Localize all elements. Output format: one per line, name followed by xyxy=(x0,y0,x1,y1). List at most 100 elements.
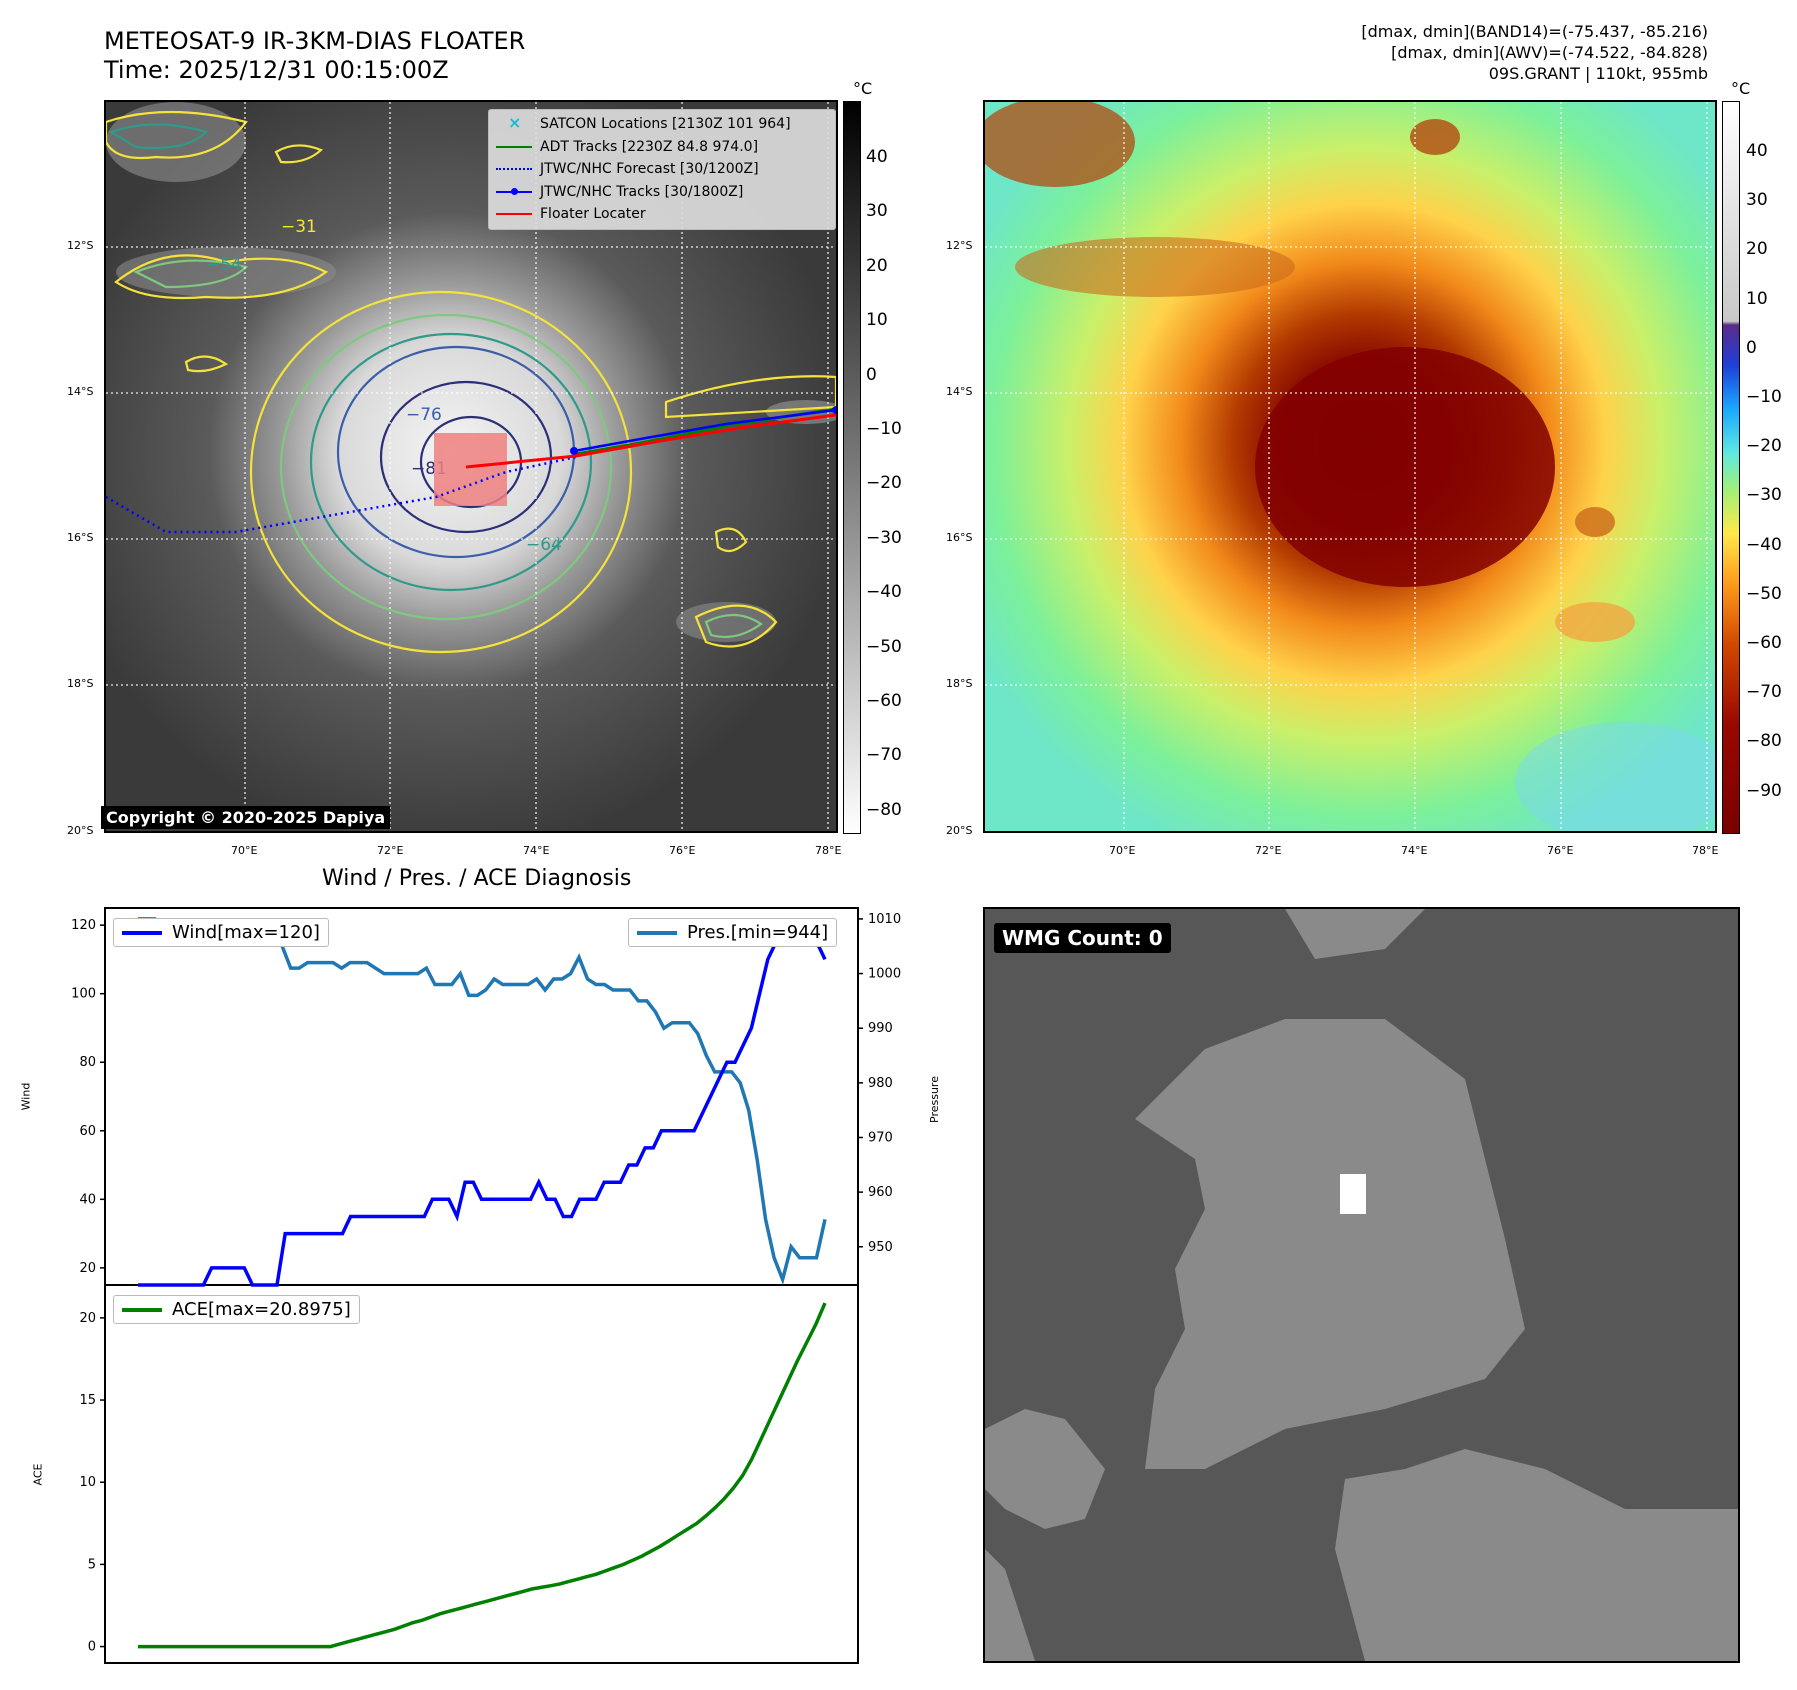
colorbar-tick: −90 xyxy=(1746,780,1782,801)
contour-label: −54 xyxy=(206,255,242,275)
colorbar-tick: −10 xyxy=(866,419,902,439)
floater-box xyxy=(434,433,507,506)
lon-tick: 76°E xyxy=(1547,844,1574,857)
ace-series-line xyxy=(138,1302,827,1649)
colorbar-tick: 20 xyxy=(866,255,888,276)
lon-tick: 74°E xyxy=(523,844,550,857)
pressure-series-line xyxy=(138,917,827,1286)
lon-tick: 70°E xyxy=(231,844,258,857)
lat-tick: 16°S xyxy=(67,531,94,544)
lat-tick: 20°S xyxy=(67,824,94,837)
copyright-badge: Copyright © 2020-2025 Dapiya xyxy=(101,806,391,829)
jtwc-track xyxy=(573,408,836,453)
legend-satcon: × SATCON Locations [2130Z 101 964] xyxy=(508,113,791,133)
axis-tick-label: 15 xyxy=(79,1393,96,1408)
color-colorbar xyxy=(1722,101,1740,834)
wmg-panel xyxy=(983,907,1740,1663)
legend-floater: Floater Locater xyxy=(496,203,828,226)
axis-tick-label: 990 xyxy=(868,1021,893,1036)
wmg-image xyxy=(985,909,1738,1661)
pressure-legend: Pres.[min=944] xyxy=(628,918,838,947)
colorbar-tick: −20 xyxy=(1746,436,1782,457)
jtwc-forecast-track xyxy=(106,455,577,534)
lat-tick: 12°S xyxy=(67,239,94,252)
colorbar-tick: −70 xyxy=(1746,682,1782,703)
axis-tick-label: 120 xyxy=(71,918,96,933)
pressure-axis-label: Pressure xyxy=(927,1076,941,1123)
colorbar-tick: −60 xyxy=(1746,633,1782,653)
lon-tick: 70°E xyxy=(1109,844,1136,857)
lat-tick: 12°S xyxy=(946,239,973,252)
colorbar-tick: −70 xyxy=(866,745,902,766)
colorbar-tick: −30 xyxy=(1746,485,1782,506)
legend-jtwc-forecast: JTWC/NHC Forecast [30/1200Z] xyxy=(496,158,828,181)
axis-tick-label: 0 xyxy=(88,1640,96,1655)
band14-stats: [dmax, dmin](BAND14)=(-75.437, -85.216) xyxy=(1361,22,1708,41)
colorbar-tick: 20 xyxy=(1746,239,1768,260)
axis-tick-label: 1010 xyxy=(868,912,901,927)
colorbar-tick: 0 xyxy=(1746,337,1757,358)
colorbar-tick: 10 xyxy=(1746,288,1768,309)
legend-jtwc-tracks: JTWC/NHC Tracks [30/1800Z] xyxy=(496,181,828,204)
axis-tick-label: 80 xyxy=(79,1055,96,1070)
colorbar-tick: −30 xyxy=(866,527,902,548)
lat-tick: 18°S xyxy=(946,677,973,690)
colorbar-tick: −50 xyxy=(866,636,902,657)
colorbar-tick: −40 xyxy=(866,582,902,603)
axis-tick-label: 100 xyxy=(71,987,96,1002)
lat-tick: 20°S xyxy=(946,824,973,837)
contour-label: −64 xyxy=(526,535,562,555)
wmg-count-badge: WMG Count: 0 xyxy=(994,923,1171,953)
lat-tick: 14°S xyxy=(946,385,973,398)
axis-tick-label: 20 xyxy=(79,1261,96,1276)
colorbar-tick: 0 xyxy=(866,364,877,385)
ace-legend: ACE[max=20.8975] xyxy=(113,1295,360,1324)
map-legend: × SATCON Locations [2130Z 101 964] ADT T… xyxy=(488,109,836,230)
time-title: Time: 2025/12/31 00:15:00Z xyxy=(104,56,449,84)
colorbar-tick: −80 xyxy=(866,799,902,820)
colorbar-tick: −40 xyxy=(1746,534,1782,555)
axis-tick-label: 40 xyxy=(79,1192,96,1207)
wind-legend: Wind[max=120] xyxy=(113,918,329,947)
lon-tick: 76°E xyxy=(669,844,696,857)
axis-tick-label: 60 xyxy=(79,1124,96,1139)
contour-label: −76 xyxy=(406,405,442,425)
colorbar-tick: −50 xyxy=(1746,583,1782,604)
colorbar-tick: 40 xyxy=(866,147,888,167)
colorbar-tick: −80 xyxy=(1746,731,1782,752)
storm-info: 09S.GRANT | 110kt, 955mb xyxy=(1488,64,1708,83)
color-ir-map-panel xyxy=(983,100,1717,833)
colorbar-tick: 30 xyxy=(866,201,888,222)
color-colorbar-unit: °C xyxy=(1731,79,1751,98)
axis-tick-label: 960 xyxy=(868,1185,893,1200)
lat-tick: 16°S xyxy=(946,531,973,544)
diagnosis-title: Wind / Pres. / ACE Diagnosis xyxy=(322,866,632,891)
gray-colorbar-unit: °C xyxy=(853,79,873,98)
wind-series-line xyxy=(138,923,827,1287)
awv-stats: [dmax, dmin](AWV)=(-74.522, -84.828) xyxy=(1391,43,1708,62)
axis-tick-label: 5 xyxy=(88,1557,96,1572)
color-ir-map xyxy=(985,102,1715,831)
lon-tick: 72°E xyxy=(1255,844,1282,857)
axis-tick-label: 970 xyxy=(868,1130,893,1145)
colorbar-tick: 30 xyxy=(1746,190,1768,211)
lat-tick: 18°S xyxy=(67,677,94,690)
axis-tick-label: 20 xyxy=(79,1311,96,1326)
lat-tick: 14°S xyxy=(67,385,94,398)
gray-colorbar xyxy=(843,101,861,834)
colorbar-tick: −20 xyxy=(866,473,902,494)
main-title: METEOSAT-9 IR-3KM-DIAS FLOATER xyxy=(104,27,526,55)
axis-tick-label: 1000 xyxy=(868,967,901,982)
axis-tick-label: 980 xyxy=(868,1076,893,1091)
ace-axis-label: ACE xyxy=(31,1463,45,1486)
lon-tick: 78°E xyxy=(1692,844,1719,857)
wind-axis-label: Wind xyxy=(19,1082,33,1111)
contour-label: −31 xyxy=(281,217,317,237)
floater-locater-track xyxy=(465,413,836,469)
lon-tick: 74°E xyxy=(1401,844,1428,857)
colorbar-tick: −10 xyxy=(1746,387,1782,407)
axis-tick-label: 10 xyxy=(79,1475,96,1490)
colorbar-tick: −60 xyxy=(866,691,902,711)
lon-tick: 72°E xyxy=(377,844,404,857)
